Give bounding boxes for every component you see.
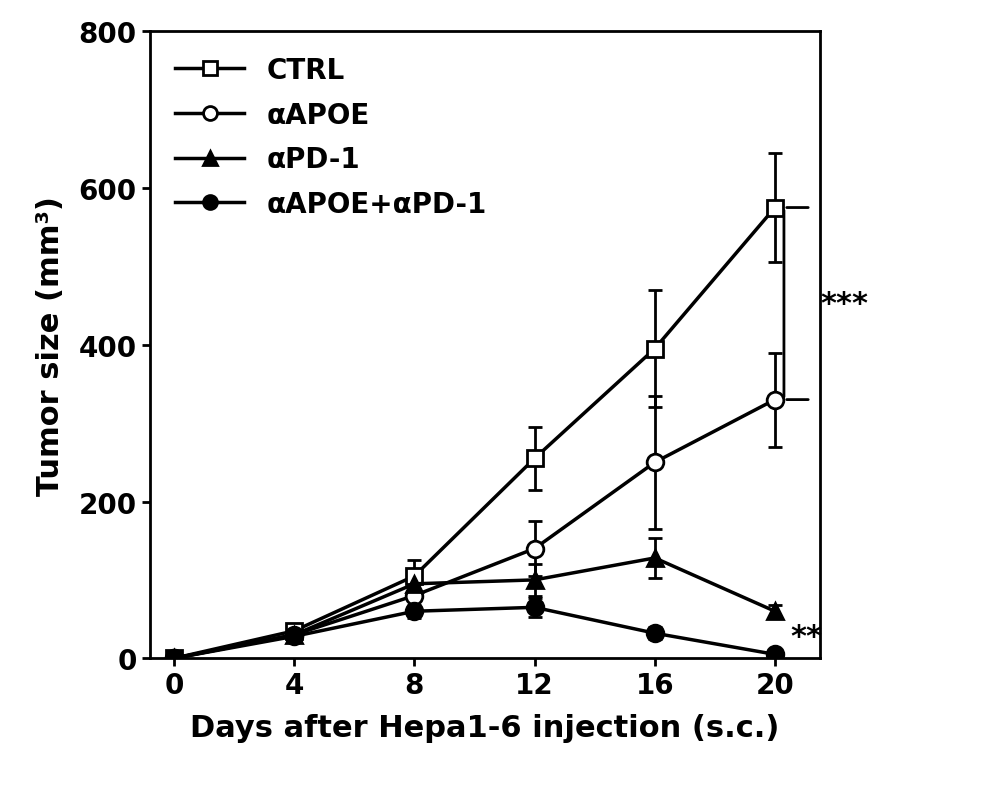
Text: **: ** (790, 622, 822, 651)
Y-axis label: Tumor size (mm³): Tumor size (mm³) (36, 196, 65, 495)
Legend: CTRL, αAPOE, αPD-1, αAPOE+αPD-1: CTRL, αAPOE, αPD-1, αAPOE+αPD-1 (164, 46, 498, 230)
X-axis label: Days after Hepa1-6 injection (s.c.): Days after Hepa1-6 injection (s.c.) (190, 714, 780, 743)
Text: ***: *** (820, 290, 868, 319)
